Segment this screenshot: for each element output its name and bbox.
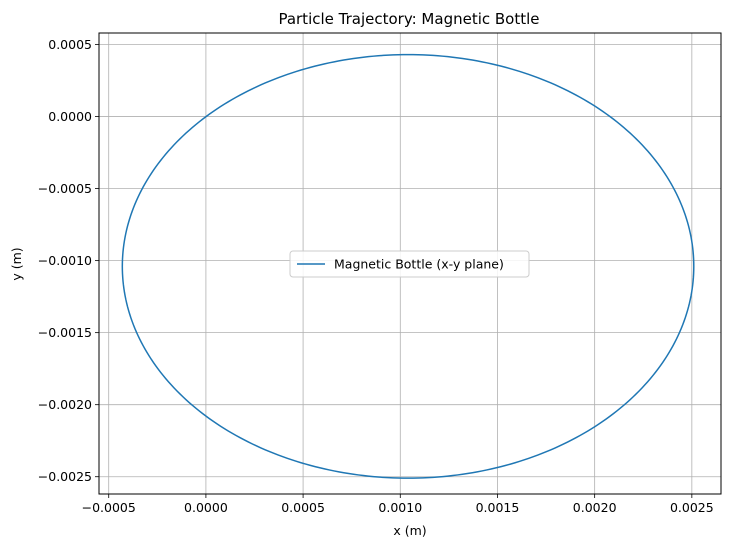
x-tick-label: 0.0015 xyxy=(476,500,520,515)
x-tick-label: 0.0000 xyxy=(184,500,228,515)
series-trajectory-line xyxy=(121,53,695,479)
x-tick-label: −0.0005 xyxy=(82,500,136,515)
y-tick-label: −0.0005 xyxy=(38,181,92,196)
x-tick-label: 0.0020 xyxy=(573,500,617,515)
legend-box xyxy=(289,250,530,278)
x-axis: −0.0005 0.0000 0.0005 0.0010 0.0015 0.0020 0.0… xyxy=(82,494,714,515)
y-tick-label: −0.0025 xyxy=(38,469,92,484)
x-tick-label: 0.0025 xyxy=(670,500,714,515)
y-tick-label: −0.0020 xyxy=(38,397,92,412)
x-tick-label: 0.0010 xyxy=(378,500,422,515)
y-tick-label: 0.0005 xyxy=(48,37,92,52)
x-axis-label: x (m) xyxy=(393,523,426,538)
y-tick-label: −0.0015 xyxy=(38,325,92,340)
chart-title: Particle Trajectory: Magnetic Bottle xyxy=(278,10,539,28)
y-tick-label: −0.0010 xyxy=(38,253,92,268)
y-axis-label: y (m) xyxy=(9,247,24,280)
x-tick-label: 0.0005 xyxy=(281,500,325,515)
plot-frame xyxy=(98,32,722,495)
legend: Magnetic Bottle (x-y plane) xyxy=(289,250,530,278)
y-axis: 0.0005 0.0000 −0.0005 −0.0010 −0.0015 −0.0020… xyxy=(38,37,99,484)
y-tick-label: 0.0000 xyxy=(48,109,92,124)
legend-label: Magnetic Bottle (x-y plane) xyxy=(334,257,504,272)
plot-area xyxy=(121,53,695,479)
